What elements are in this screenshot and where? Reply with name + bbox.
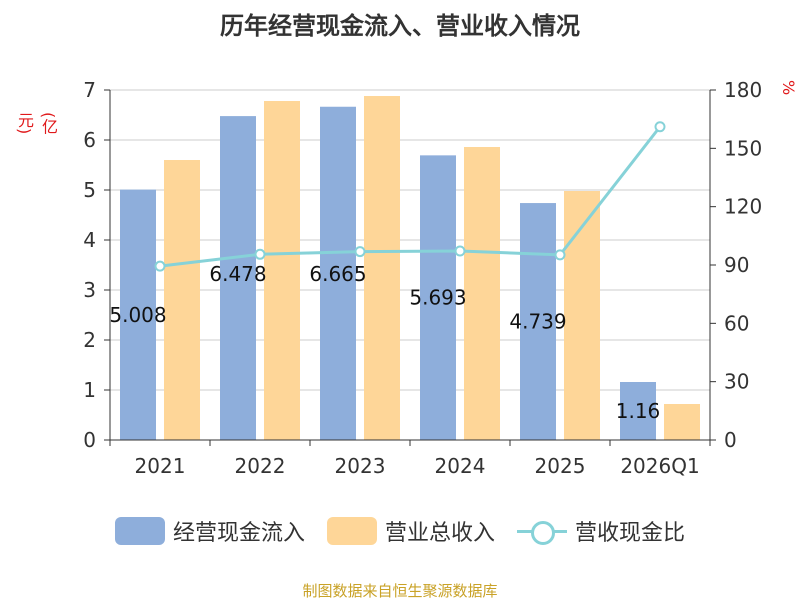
bar-revenue bbox=[464, 147, 500, 440]
y-left-tick-label: 3 bbox=[83, 278, 96, 302]
data-label-cash-inflow: 5.008 bbox=[109, 303, 166, 327]
x-tick-label: 2024 bbox=[435, 454, 486, 478]
cash-ratio-line bbox=[159, 125, 662, 268]
bar-cash-inflow bbox=[620, 382, 656, 440]
cash-ratio-point bbox=[254, 248, 266, 260]
y-left-tick-label: 7 bbox=[83, 78, 96, 102]
legend-label-revenue: 营业总收入 bbox=[384, 521, 495, 546]
bar-revenue bbox=[164, 160, 200, 440]
y-left-tick-label: 0 bbox=[83, 428, 96, 452]
bar-revenue bbox=[664, 404, 700, 440]
legend-item-cash-inflow[interactable]: 经营现金流入 bbox=[114, 515, 305, 547]
cash-ratio-point bbox=[154, 260, 166, 272]
y-right-tick-label: 90 bbox=[724, 253, 749, 277]
cash-ratio-point bbox=[654, 121, 666, 133]
data-label-cash-inflow: 5.693 bbox=[409, 286, 466, 310]
cash-ratio-point bbox=[554, 249, 566, 261]
bar-cash-inflow bbox=[220, 116, 256, 440]
chart-title: 历年经营现金流入、营业收入情况 bbox=[220, 12, 580, 40]
legend-item-cash-ratio[interactable]: 营收现金比 bbox=[517, 515, 685, 547]
legend-label-cash-ratio: 营收现金比 bbox=[575, 521, 686, 546]
y-left-tick-label: 6 bbox=[83, 128, 96, 152]
y-right-tick-label: 30 bbox=[724, 370, 749, 394]
x-tick-label: 2021 bbox=[135, 454, 186, 478]
bar-revenue bbox=[364, 96, 400, 440]
data-label-cash-inflow: 1.16 bbox=[616, 399, 661, 423]
y-right-tick-label: 180 bbox=[724, 78, 762, 102]
bar-cash-inflow bbox=[420, 155, 456, 440]
x-tick-label: 2023 bbox=[335, 454, 386, 478]
data-label-cash-inflow: 4.739 bbox=[509, 310, 566, 334]
bar-revenue bbox=[264, 101, 300, 440]
data-source: 制图数据来自恒生聚源数据库 bbox=[302, 582, 498, 600]
y-left-tick-label: 1 bbox=[83, 378, 96, 402]
y-left-tick-label: 4 bbox=[83, 228, 96, 252]
y-right-tick-label: 60 bbox=[724, 311, 749, 335]
bar-revenue bbox=[564, 191, 600, 440]
legend-swatch-cash-inflow bbox=[114, 517, 165, 545]
x-tick-label: 2025 bbox=[535, 454, 586, 478]
cash-ratio-point bbox=[454, 245, 466, 257]
right-axis-unit: % bbox=[779, 80, 798, 96]
x-tick-label: 2022 bbox=[235, 454, 286, 478]
x-tick-label: 2026Q1 bbox=[620, 454, 699, 478]
data-label-cash-inflow: 6.665 bbox=[309, 262, 366, 286]
y-right-tick-label: 150 bbox=[724, 136, 762, 160]
bar-cash-inflow bbox=[120, 189, 156, 440]
y-right-tick-label: 120 bbox=[724, 195, 762, 219]
cash-ratio-point bbox=[354, 246, 366, 258]
legend-label-cash-inflow: 经营现金流入 bbox=[172, 521, 305, 546]
y-left-tick-label: 5 bbox=[83, 178, 96, 202]
data-label-cash-inflow: 6.478 bbox=[209, 262, 266, 286]
bar-cash-inflow bbox=[320, 106, 356, 440]
y-right-tick-label: 0 bbox=[724, 428, 737, 452]
left-axis-unit: (亿元) bbox=[15, 112, 58, 135]
legend: 经营现金流入 营业总收入 营收现金比 bbox=[0, 515, 800, 547]
bar-cash-inflow bbox=[520, 203, 556, 440]
legend-item-revenue[interactable]: 营业总收入 bbox=[326, 515, 495, 547]
legend-swatch-revenue bbox=[326, 517, 377, 545]
y-left-tick-label: 2 bbox=[83, 328, 96, 352]
legend-swatch-cash-ratio bbox=[517, 517, 567, 545]
